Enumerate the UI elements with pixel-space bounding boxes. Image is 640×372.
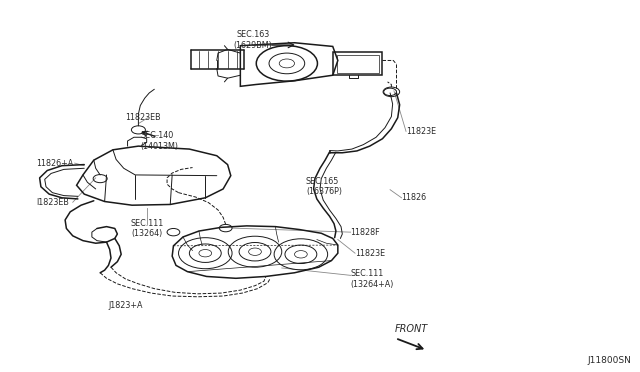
- Text: SEC.140
(14013M): SEC.140 (14013M): [140, 131, 179, 151]
- Text: 11823EB: 11823EB: [125, 113, 161, 122]
- Text: J11800SN: J11800SN: [587, 356, 631, 365]
- Text: 11828F: 11828F: [351, 228, 380, 237]
- Text: FRONT: FRONT: [395, 324, 428, 334]
- Text: J1823+A: J1823+A: [108, 301, 143, 311]
- Text: 11826: 11826: [401, 193, 427, 202]
- Text: 11823E: 11823E: [355, 249, 385, 258]
- Text: 11823E: 11823E: [406, 127, 436, 136]
- Text: I1823EB: I1823EB: [36, 198, 69, 207]
- Text: 11826+A: 11826+A: [36, 158, 74, 168]
- Text: SEC.111
(13264): SEC.111 (13264): [130, 219, 163, 238]
- Text: SEC.165
(16376P): SEC.165 (16376P): [306, 177, 342, 196]
- Text: SEC.111
(13264+A): SEC.111 (13264+A): [351, 269, 394, 289]
- Text: SEC.163
(1629BM): SEC.163 (1629BM): [234, 31, 273, 50]
